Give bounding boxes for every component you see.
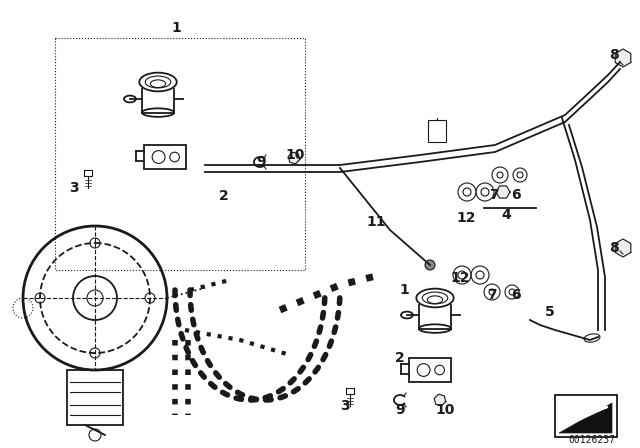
Text: 12: 12 bbox=[456, 211, 476, 225]
Text: 3: 3 bbox=[340, 399, 350, 413]
Polygon shape bbox=[559, 403, 612, 433]
Text: 9: 9 bbox=[395, 403, 405, 417]
Text: 3: 3 bbox=[69, 181, 79, 195]
Text: 4: 4 bbox=[501, 208, 511, 222]
Text: 5: 5 bbox=[545, 305, 555, 319]
Text: 1: 1 bbox=[171, 21, 181, 35]
Bar bbox=[55, 38, 305, 270]
Polygon shape bbox=[615, 239, 631, 257]
Polygon shape bbox=[615, 49, 631, 67]
Polygon shape bbox=[288, 152, 300, 164]
Text: 8: 8 bbox=[609, 241, 619, 255]
Polygon shape bbox=[434, 394, 446, 406]
Bar bbox=[555, 395, 617, 437]
Bar bbox=[409, 358, 451, 382]
Bar bbox=[144, 145, 186, 169]
Circle shape bbox=[425, 260, 435, 270]
Text: 8: 8 bbox=[609, 48, 619, 62]
Text: 10: 10 bbox=[435, 403, 454, 417]
Text: 10: 10 bbox=[285, 148, 305, 162]
Polygon shape bbox=[496, 186, 510, 198]
Bar bbox=[428, 120, 446, 142]
Bar bbox=[67, 370, 123, 425]
Text: 12: 12 bbox=[451, 271, 470, 285]
Text: 6: 6 bbox=[511, 288, 521, 302]
Text: 1: 1 bbox=[399, 283, 409, 297]
Text: 9: 9 bbox=[256, 155, 266, 169]
Text: 2: 2 bbox=[395, 351, 405, 365]
Text: 7: 7 bbox=[487, 288, 497, 302]
Text: 6: 6 bbox=[511, 188, 521, 202]
Text: 7: 7 bbox=[489, 188, 499, 202]
Text: 2: 2 bbox=[219, 189, 229, 203]
Text: 11: 11 bbox=[366, 215, 386, 229]
Text: 00126237: 00126237 bbox=[568, 435, 616, 445]
